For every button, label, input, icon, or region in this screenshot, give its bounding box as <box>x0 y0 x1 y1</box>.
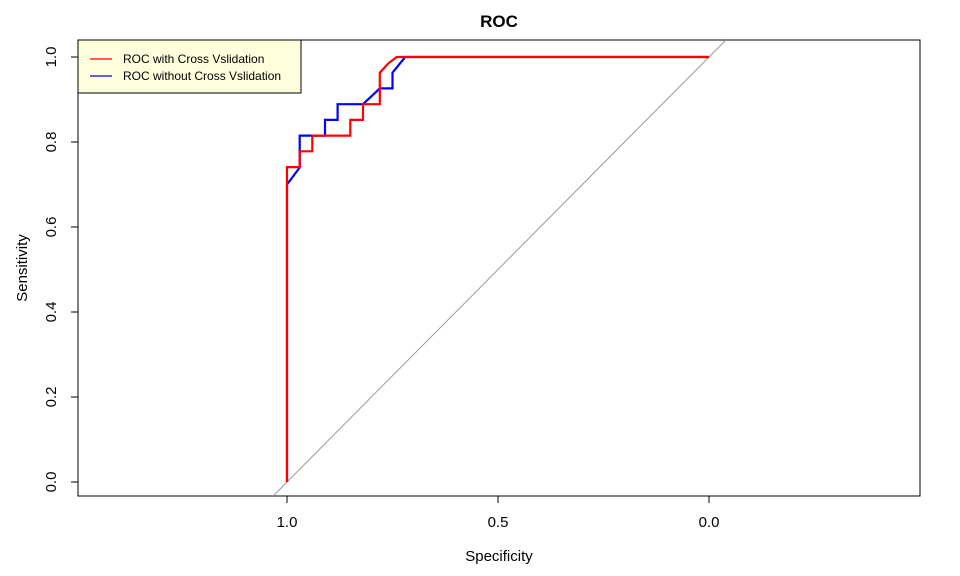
legend-label: ROC without Cross Vslidation <box>123 69 281 83</box>
x-tick-label: 0.0 <box>699 514 720 531</box>
y-tick-label: 0.4 <box>43 302 60 323</box>
y-tick-label: 0.0 <box>43 472 60 493</box>
chart-title: ROC <box>480 12 518 31</box>
y-tick-label: 0.2 <box>43 387 60 408</box>
legend-label: ROC with Cross Vslidation <box>123 52 264 66</box>
y-axis-label: Sensitivity <box>14 234 31 302</box>
series-layer <box>285 55 709 482</box>
y-tick-label: 0.8 <box>43 132 60 153</box>
x-tick-label: 0.5 <box>488 514 509 531</box>
reference-diagonal-line <box>272 39 727 497</box>
y-tick-label: 1.0 <box>43 47 60 68</box>
x-tick-label: 1.0 <box>277 514 298 531</box>
roc-line-with-cv <box>285 55 709 482</box>
x-axis-label: Specificity <box>465 548 533 565</box>
legend-box <box>77 39 302 94</box>
reference-line-layer <box>272 39 727 497</box>
legend: ROC with Cross Vslidation ROC without Cro… <box>77 39 302 94</box>
y-tick-label: 0.6 <box>43 217 60 238</box>
axes: 1.0 0.5 0.0 0.0 0.2 0.4 0.6 0.8 1.0 <box>43 47 719 531</box>
